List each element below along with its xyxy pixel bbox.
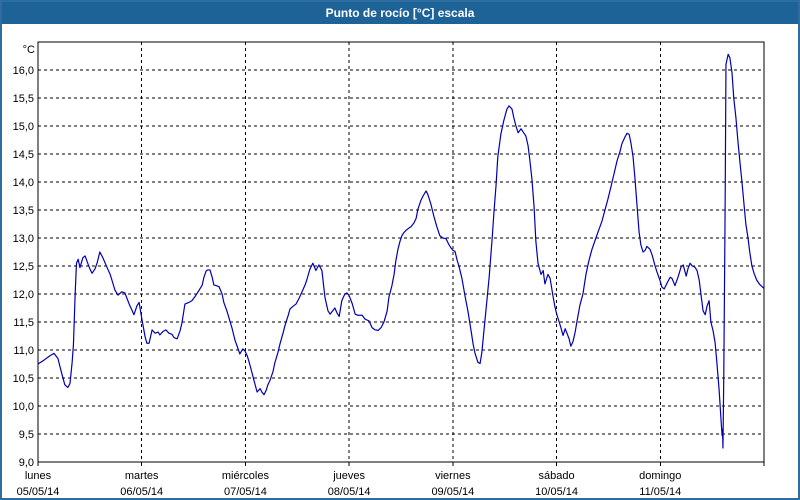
x-day-name: lunes [25,470,52,482]
y-tick-label: 9,0 [19,457,34,469]
y-tick-label: 14,5 [13,149,34,161]
x-day-name: miércoles [222,470,270,482]
y-tick-label: 12,0 [13,289,34,301]
y-axis-unit-label: °C [23,44,35,56]
x-day-name: domingo [639,470,681,482]
y-tick-label: 10,5 [13,373,34,385]
x-day-date: 10/05/14 [535,486,578,498]
y-tick-label: 16,0 [13,65,34,77]
x-day-date: 08/05/14 [328,486,371,498]
x-day-name: martes [125,470,159,482]
y-tick-label: 11,5 [13,317,34,329]
x-day-date: 05/05/14 [17,486,60,498]
y-tick-label: 14,0 [13,177,34,189]
y-tick-label: 13,5 [13,205,34,217]
dewpoint-series-line [37,53,765,449]
x-day-name: viernes [435,470,471,482]
x-day-name: jueves [332,470,365,482]
x-day-date: 09/05/14 [431,486,474,498]
x-day-date: 11/05/14 [639,486,681,498]
y-tick-label: 13,0 [13,233,34,245]
y-tick-label: 11,0 [13,345,34,357]
y-tick-label: 15,5 [13,93,34,105]
x-day-name: sábado [539,470,575,482]
window-title: Punto de rocío [°C] escala [2,2,798,24]
plot-frame [37,41,765,463]
y-tick-label: 12,5 [13,261,34,273]
dewpoint-chart: °C 16,0 15,5 15,0 14,5 14,0 13,5 13,0 12,5 12,0 11… [2,24,798,498]
dewpoint-line-chart: °C 16,0 15,5 15,0 14,5 14,0 13,5 13,0 12,5 12,0 11… [13,41,765,498]
y-tick-label: 15,0 [13,121,34,133]
y-tick-label: 9,5 [19,429,34,441]
x-day-date: 06/05/14 [120,486,163,498]
y-tick-label: 10,0 [13,401,34,413]
x-day-date: 07/05/14 [224,486,267,498]
